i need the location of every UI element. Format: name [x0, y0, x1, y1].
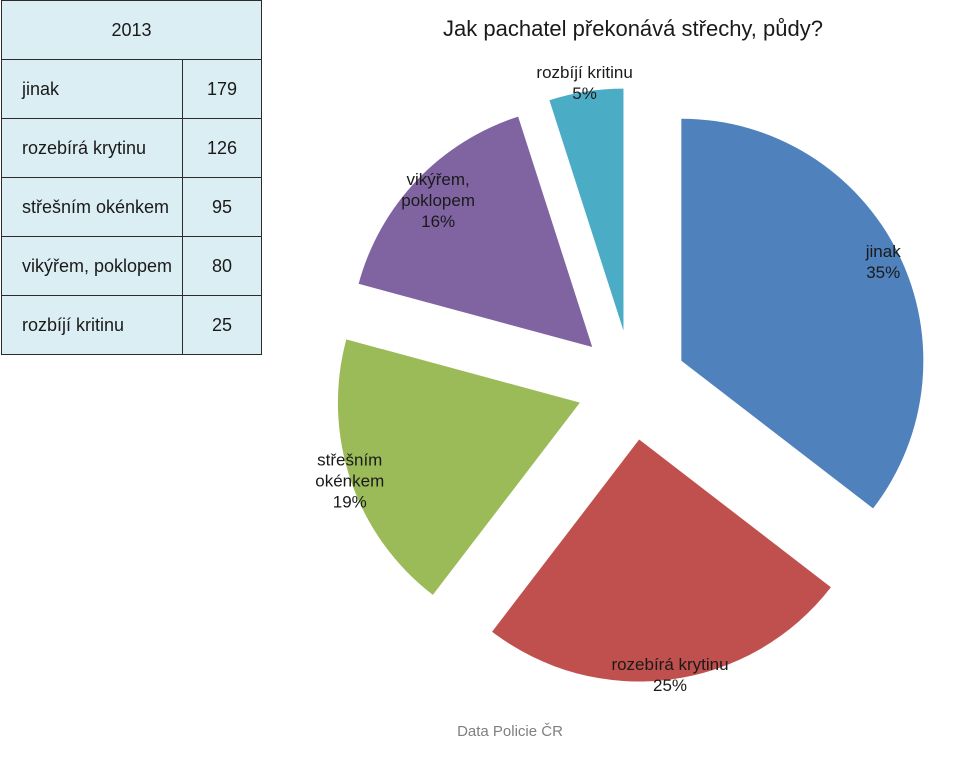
- table-row-label: rozbíjí kritinu: [1, 295, 183, 355]
- table-row: jinak 179: [1, 59, 262, 119]
- table-row-label: jinak: [1, 59, 183, 119]
- table-row-value: 25: [182, 295, 262, 355]
- slice-label: vikýřem, poklopem 16%: [401, 170, 475, 231]
- pie-slice: [358, 116, 593, 348]
- table-header-row: 2013: [1, 0, 262, 60]
- table-row: vikýřem, poklopem 80: [1, 236, 262, 296]
- source-note: Data Policie ČR: [457, 723, 563, 740]
- table-row: rozbíjí kritinu 25: [1, 295, 262, 355]
- table-row-label: vikýřem, poklopem: [1, 236, 183, 296]
- table-year: 2013: [1, 0, 262, 60]
- pie-slice: [681, 118, 924, 509]
- table-row-value: 95: [182, 177, 262, 237]
- slice-label: rozebírá krytinu 25%: [611, 655, 728, 695]
- pie-slice: [549, 88, 624, 331]
- pie-slices: [337, 88, 924, 682]
- pie-slice: [492, 439, 831, 682]
- data-table: 2013 jinak 179 rozebírá krytinu 126 stře…: [1, 0, 262, 355]
- pie-labels: jinak 35% rozebírá krytinu 25% střešním okénk…: [315, 63, 901, 695]
- chart-title: Jak pachatel překonává střechy, půdy?: [443, 16, 823, 41]
- table-row-label: střešním okénkem: [1, 177, 183, 237]
- table-row-value: 126: [182, 118, 262, 178]
- slice-label: střešním okénkem 19%: [315, 451, 384, 512]
- table-row-value: 179: [182, 59, 262, 119]
- table-row: střešním okénkem 95: [1, 177, 262, 237]
- pie-slice: [337, 339, 580, 595]
- table-row-value: 80: [182, 236, 262, 296]
- slice-label: rozbíjí kritinu 5%: [536, 63, 632, 103]
- table-row: rozebírá krytinu 126: [1, 118, 262, 178]
- slice-label: jinak 35%: [865, 242, 901, 282]
